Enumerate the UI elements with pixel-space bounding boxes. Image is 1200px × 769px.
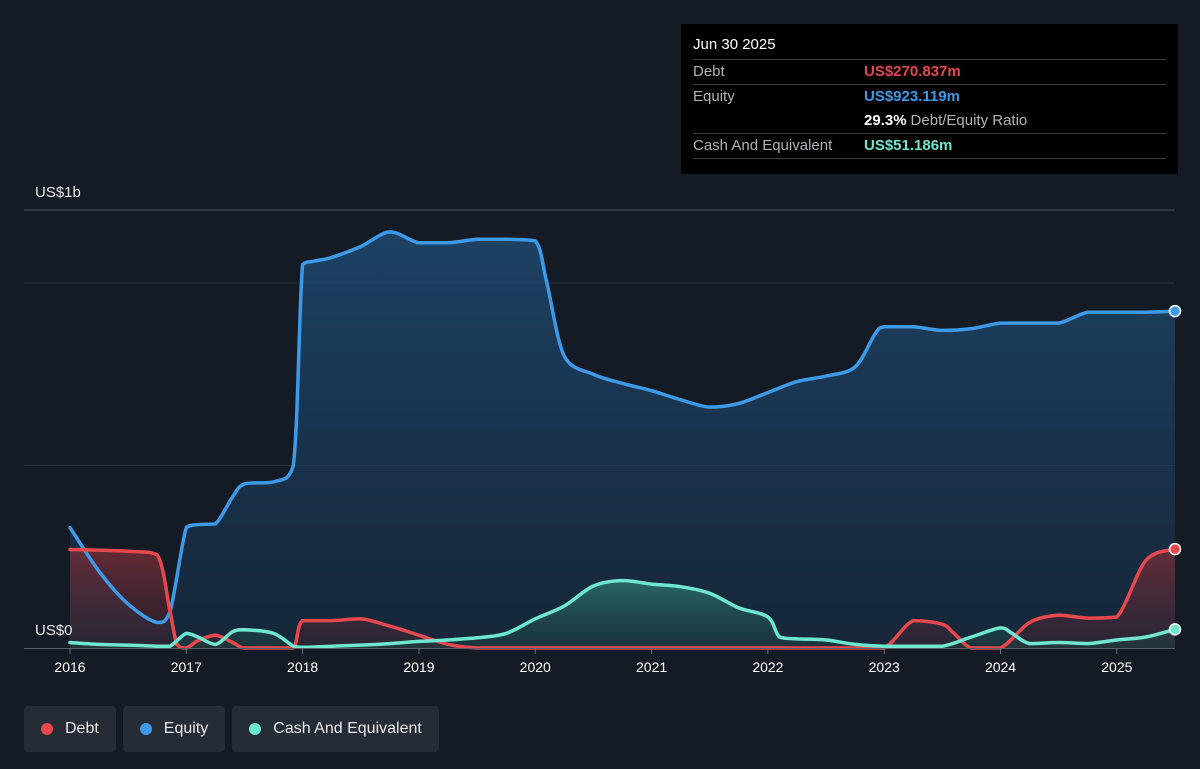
area-cash-and-equivalent — [70, 580, 1175, 648]
x-tick-label: 2017 — [171, 659, 202, 675]
legend-dot-debt-icon — [41, 723, 53, 735]
tooltip-ratio-label: Debt/Equity Ratio — [910, 112, 1028, 129]
tooltip-cash-label: Cash And Equivalent — [693, 137, 833, 154]
tooltip-row-debt: Debt US$270.837m — [693, 59, 1166, 84]
end-marker-equity — [1168, 304, 1182, 318]
tooltip-row-equity: Equity US$923.119m — [693, 84, 1166, 109]
y-axis-label-top: US$1b — [35, 184, 81, 201]
area-equity — [70, 231, 1175, 648]
x-tick-label: 2025 — [1101, 659, 1132, 675]
tooltip-debt-value: US$270.837m — [864, 63, 961, 80]
tooltip-debt-label: Debt — [693, 63, 725, 80]
legend-dot-cash-icon — [249, 723, 262, 735]
x-tick-label: 2022 — [752, 659, 783, 675]
legend-item-cash-and-equivalent[interactable]: Cash And Equivalent — [232, 706, 439, 752]
x-tick-label: 2024 — [985, 659, 1016, 675]
area-debt — [70, 549, 1175, 648]
tooltip-row-cash: Cash And Equivalent US$51.186m — [693, 133, 1166, 159]
x-tick-label: 2023 — [869, 659, 900, 675]
tooltip-row-ratio: 29.3% Debt/Equity Ratio — [693, 109, 1166, 133]
end-marker-cash-and-equivalent — [1168, 623, 1182, 636]
legend-item-equity[interactable]: Equity — [122, 706, 226, 752]
x-tick-label: 2019 — [403, 659, 434, 675]
tooltip-cash-value: US$51.186m — [864, 137, 953, 154]
legend-label-cash-and-equivalent: Cash And Equivalent — [273, 720, 422, 737]
legend-label-equity: Equity — [163, 720, 209, 737]
series-line-cash-and-equivalent — [68, 578, 1177, 650]
tooltip-panel: Jun 30 2025 Debt US$270.837m Equity US$9… — [681, 24, 1178, 174]
y-axis-label-bottom: US$0 — [35, 622, 73, 639]
legend-item-debt[interactable]: Debt — [24, 706, 116, 752]
tooltip-ratio-value: 29.3% — [864, 112, 907, 129]
series-line-equity — [68, 230, 1177, 625]
tooltip-equity-value: US$923.119m — [864, 88, 960, 105]
tooltip-equity-label: Equity — [693, 88, 735, 105]
end-marker-debt — [1168, 542, 1182, 556]
legend: Debt Equity Cash And Equivalent — [24, 706, 439, 752]
x-tick-label: 2016 — [54, 659, 85, 675]
x-tick-label: 2021 — [636, 659, 667, 675]
x-tick-label: 2020 — [520, 659, 551, 675]
legend-dot-equity-icon — [139, 723, 152, 735]
x-tick-label: 2018 — [287, 659, 318, 675]
tooltip-date: Jun 30 2025 — [693, 36, 776, 53]
legend-label-debt: Debt — [65, 720, 99, 737]
